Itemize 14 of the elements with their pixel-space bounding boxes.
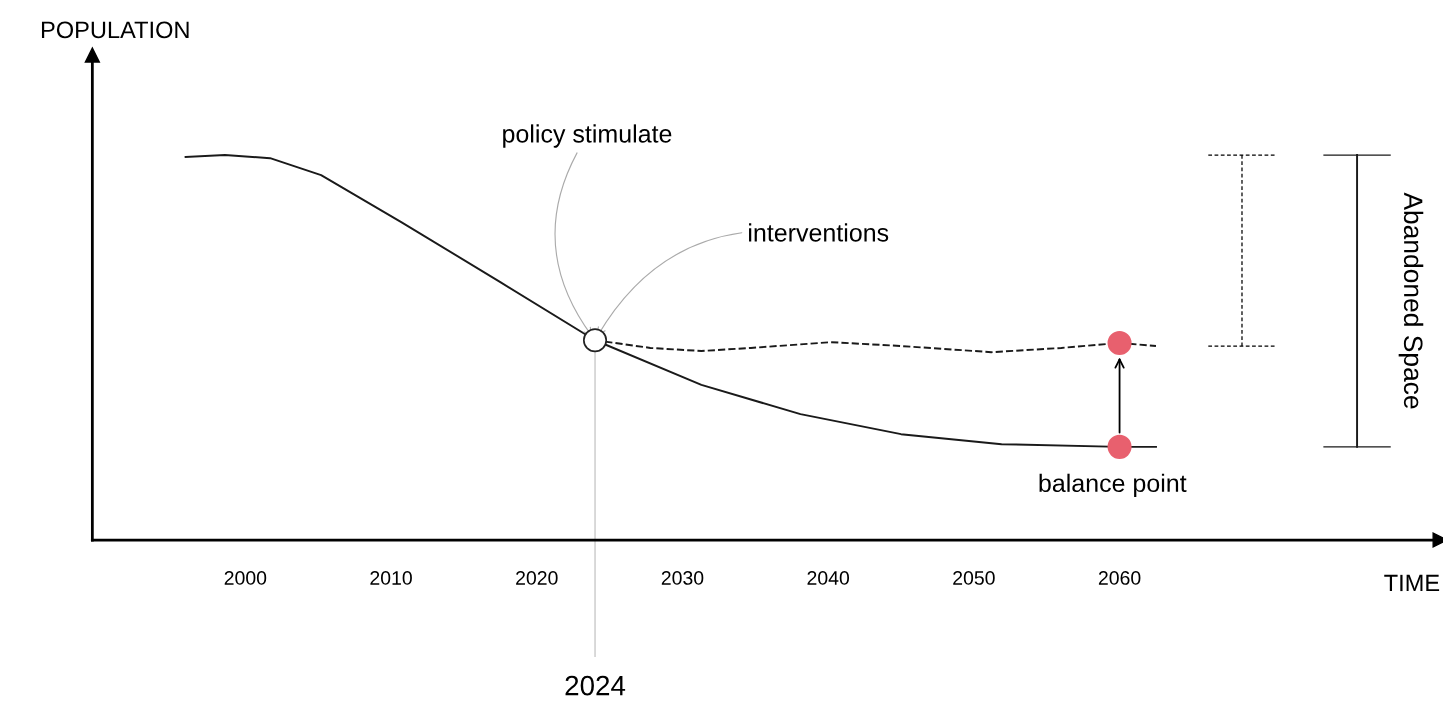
x-axis-title: TIME [1384,574,1440,592]
x-tick-label: 2000 [224,571,267,585]
x-tick-label: 2030 [661,571,704,585]
x-tick-label: 2010 [370,571,412,585]
x-tick-label: 2060 [1098,571,1141,585]
text: policy stimulate [503,124,672,148]
x-tick-label: 2040 [807,571,850,585]
x-tick-label: 2050 [953,571,995,585]
annotation: interventions [749,223,889,242]
ref-line-label: 2024 [565,675,626,696]
annotation: Abandoned Space [1398,192,1424,409]
annotation: balance point [1039,473,1187,498]
x-tick-label: 2020 [516,571,558,585]
y-axis-title: POPULATION [41,21,189,39]
